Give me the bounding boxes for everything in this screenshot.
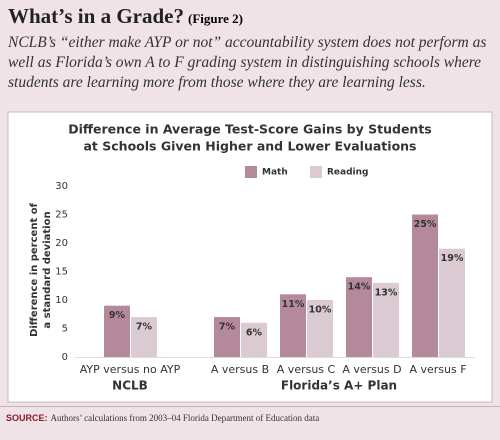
source-label: SOURCE: <box>6 413 48 423</box>
header: What’s in a Grade? (Figure 2) NCLB’s “ei… <box>8 4 494 93</box>
bar <box>439 248 465 357</box>
bar <box>373 282 399 357</box>
x-tick-label: A versus B <box>211 363 269 376</box>
value-label: 7% <box>136 322 153 333</box>
x-tick-label: AYP versus no AYP <box>80 363 181 376</box>
y-tick-label: 15 <box>55 267 68 278</box>
chart-title: at Schools Given Higher and Lower Evalua… <box>84 139 417 154</box>
subtitle: NCLB’s “either make AYP or not” accounta… <box>8 34 487 91</box>
value-label: 11% <box>282 299 305 310</box>
y-tick-label: 20 <box>55 238 68 249</box>
bar <box>241 322 267 357</box>
chart-title: Difference in Average Test-Score Gains b… <box>68 122 432 137</box>
bar <box>412 214 438 357</box>
value-label: 13% <box>375 287 398 298</box>
bar <box>214 317 240 357</box>
y-axis-label: a standard deviation <box>42 211 53 328</box>
value-label: 14% <box>348 282 371 293</box>
value-label: 7% <box>219 322 236 333</box>
y-tick-label: 5 <box>62 324 68 335</box>
y-tick-label: 30 <box>55 181 68 192</box>
title: What’s in a Grade? <box>8 4 184 28</box>
source-text: Authors’ calculations from 2003–04 Flori… <box>50 413 320 423</box>
legend-swatch <box>245 166 257 178</box>
source: SOURCE: Authors’ calculations from 2003–0… <box>6 413 319 423</box>
x-tick-label: A versus D <box>342 363 401 376</box>
value-label: 6% <box>246 327 263 338</box>
bar <box>346 277 372 357</box>
value-label: 10% <box>309 305 332 316</box>
group-label: NCLB <box>112 379 148 393</box>
legend-swatch <box>310 166 322 178</box>
y-tick-label: 10 <box>55 295 68 306</box>
bar <box>131 317 157 357</box>
value-label: 25% <box>414 219 437 230</box>
figure-label: (Figure 2) <box>187 11 243 26</box>
legend-label: Reading <box>327 168 368 178</box>
x-tick-label: A versus F <box>409 363 466 376</box>
divider <box>0 406 500 407</box>
bar <box>280 294 306 357</box>
x-tick-label: A versus C <box>277 363 336 376</box>
value-label: 19% <box>441 253 464 264</box>
value-label: 9% <box>109 310 126 321</box>
legend-label: Math <box>262 168 288 178</box>
y-tick-label: 0 <box>62 352 68 363</box>
y-tick-label: 25 <box>55 210 68 221</box>
group-label: Florida’s A+ Plan <box>281 379 397 393</box>
y-axis-label: Difference in percent of <box>29 202 40 336</box>
bar <box>307 300 333 357</box>
bar <box>104 305 130 357</box>
